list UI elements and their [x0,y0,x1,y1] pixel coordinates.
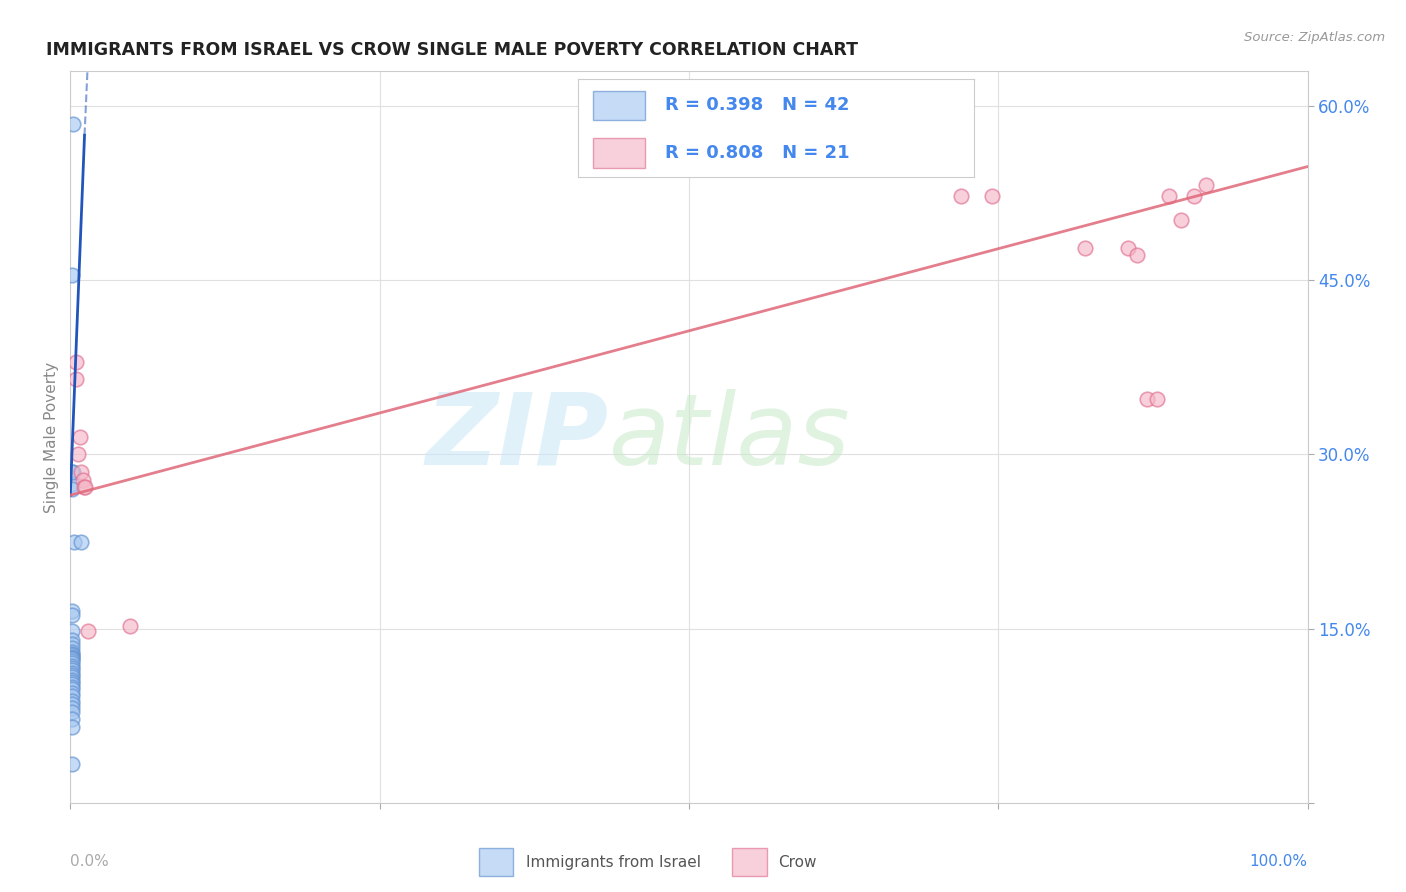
Text: Source: ZipAtlas.com: Source: ZipAtlas.com [1244,31,1385,45]
Point [60,465,83,479]
Y-axis label: Single Male Poverty: Single Male Poverty [44,361,59,513]
Point [63,534,86,549]
Point [62,117,84,131]
Point [70,534,93,549]
Point [76,624,98,638]
Point [65,372,87,386]
Point [60,624,83,638]
Point [60,645,83,659]
Text: 100.0%: 100.0% [1250,854,1308,869]
Point [73,480,96,494]
Point [60,673,83,687]
Point [60,647,83,661]
Point [60,654,83,668]
Point [65,354,87,368]
Point [60,668,83,682]
Point [60,268,83,282]
Point [60,685,83,699]
Text: IMMIGRANTS FROM ISRAEL VS CROW SINGLE MALE POVERTY CORRELATION CHART: IMMIGRANTS FROM ISRAEL VS CROW SINGLE MA… [45,41,858,59]
Point [60,604,83,618]
Point [60,720,83,734]
Text: 0.0%: 0.0% [70,854,110,869]
Point [1116,241,1139,255]
Point [60,677,83,691]
Point [60,675,83,690]
Point [60,670,83,684]
Point [950,188,973,202]
Point [62,465,84,479]
Point [60,648,83,663]
Point [70,465,93,479]
Point [60,680,83,694]
Point [60,705,83,719]
Point [1182,188,1205,202]
Point [60,700,83,714]
Point [60,693,83,707]
Point [60,665,83,680]
Point [1146,392,1168,406]
Point [60,658,83,673]
FancyBboxPatch shape [478,848,513,876]
Point [60,661,83,675]
Point [1170,213,1192,227]
Point [60,697,83,711]
Point [60,757,83,772]
Point [60,483,83,497]
Text: Crow: Crow [778,855,817,870]
Point [60,712,83,726]
Point [72,473,94,487]
Point [69,430,91,444]
Point [60,641,83,656]
Point [981,188,1004,202]
Point [60,476,83,491]
Point [60,650,83,665]
FancyBboxPatch shape [733,848,766,876]
Point [60,652,83,666]
Point [1195,178,1218,193]
Point [60,607,83,622]
Point [75,480,97,494]
Point [60,681,83,696]
Point [1136,392,1159,406]
Point [60,657,83,671]
Point [1126,248,1149,262]
Point [60,689,83,703]
Text: ZIP: ZIP [426,389,609,485]
Point [1157,188,1180,202]
Point [60,664,83,678]
Point [118,619,141,633]
Point [60,637,83,651]
Point [60,649,83,664]
Point [1074,241,1097,255]
Point [60,633,83,648]
Text: Immigrants from Israel: Immigrants from Israel [526,855,700,870]
Point [66,448,89,462]
Text: atlas: atlas [609,389,851,485]
